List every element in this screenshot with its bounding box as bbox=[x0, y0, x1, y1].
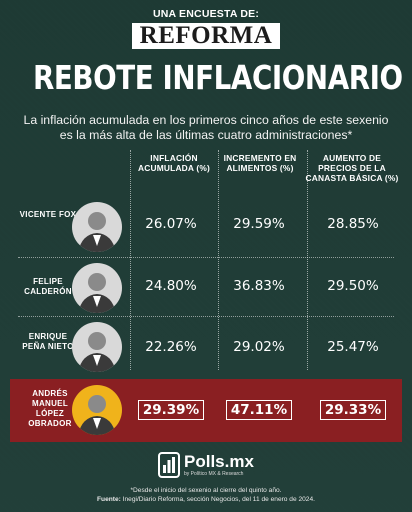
source-text: Inegi/Diario Reforma, sección Negocios, … bbox=[120, 496, 315, 503]
inflation-value: 26.07% bbox=[145, 216, 197, 232]
portrait-fox-icon bbox=[72, 202, 122, 252]
basket-value: 29.50% bbox=[327, 278, 379, 294]
food-value: 47.11% bbox=[212, 400, 306, 420]
headline: REBOTE INFLACIONARIO bbox=[32, 58, 403, 97]
food-value: 36.83% bbox=[233, 278, 285, 294]
reforma-logo: REFORMA bbox=[131, 23, 281, 49]
inflation-value: 24.80% bbox=[145, 278, 197, 294]
footnote-source: Fuente: Inegi/Diario Reforma, sección Ne… bbox=[0, 495, 412, 504]
column-divider bbox=[307, 150, 308, 370]
source-label: Fuente: bbox=[97, 496, 121, 503]
footnote-note: *Desde el inicio del sexenio al cierre d… bbox=[130, 487, 282, 494]
table-row-amlo: ANDRÉS MANUEL LÓPEZ OBRADOR 29.39% 47.11… bbox=[10, 379, 402, 442]
president-name: VICENTE FOX bbox=[19, 210, 77, 219]
subtitle: La inflación acumulada en los primeros c… bbox=[23, 113, 389, 142]
food-value: 29.59% bbox=[233, 216, 285, 232]
president-name: FELIPE CALDERÓN bbox=[24, 277, 72, 296]
bar-chart-icon bbox=[158, 452, 180, 478]
basket-value: 29.33% bbox=[306, 400, 400, 420]
masthead: UNA ENCUESTA DE: REFORMA bbox=[0, 8, 412, 49]
basket-value: 28.85% bbox=[327, 216, 379, 232]
portrait-pena-nieto-icon bbox=[72, 322, 122, 372]
basket-value: 25.47% bbox=[327, 339, 379, 355]
column-header-inflation: INFLACIÓN ACUMULADA (%) bbox=[137, 153, 211, 173]
footnote: *Desde el inicio del sexenio al cierre d… bbox=[0, 486, 412, 504]
logo-wordmark: Polls.mx bbox=[184, 452, 254, 471]
row-divider bbox=[18, 316, 394, 317]
president-name: ANDRÉS MANUEL LÓPEZ OBRADOR bbox=[28, 389, 72, 428]
column-header-food: INCREMENTO EN ALIMENTOS (%) bbox=[223, 153, 297, 173]
inflation-value: 29.39% bbox=[124, 400, 218, 420]
pollsmx-logo: Polls.mx by Político MX & Research bbox=[158, 450, 254, 480]
basket-value-text: 29.33% bbox=[319, 400, 387, 420]
column-header-basket: AUMENTO DE PRECIOS DE LA CANASTA BÁSICA … bbox=[305, 153, 399, 183]
column-divider bbox=[218, 150, 219, 370]
president-name: ENRIQUE PEÑA NIETO bbox=[22, 332, 74, 351]
table-row-fox: VICENTE FOX 26.07% 29.59% 28.85% bbox=[0, 198, 412, 258]
kicker-text: UNA ENCUESTA DE: bbox=[152, 8, 260, 20]
logo-byline: by Político MX & Research bbox=[184, 471, 244, 477]
food-value: 29.02% bbox=[233, 339, 285, 355]
column-divider bbox=[130, 150, 131, 370]
portrait-calderon-icon bbox=[72, 263, 122, 313]
inflation-value-text: 29.39% bbox=[137, 400, 205, 420]
portrait-amlo-icon bbox=[72, 385, 122, 435]
food-value-text: 47.11% bbox=[225, 400, 293, 420]
table-row-calderon: FELIPE CALDERÓN 24.80% 36.83% 29.50% bbox=[0, 257, 412, 317]
table-row-pena-nieto: ENRIQUE PEÑA NIETO 22.26% 29.02% 25.47% bbox=[0, 316, 412, 376]
row-divider bbox=[18, 257, 394, 258]
inflation-value: 22.26% bbox=[145, 339, 197, 355]
